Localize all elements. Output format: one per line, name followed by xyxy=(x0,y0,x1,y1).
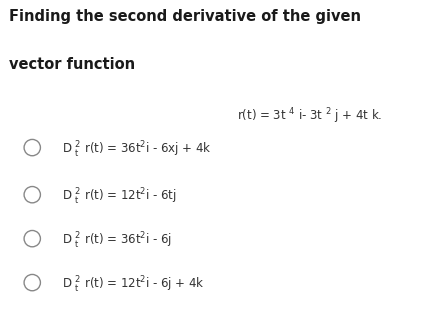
Text: D $\mathregular{^2_t}$ r(t) = 12t$\mathregular{^2}$i - 6j + 4k: D $\mathregular{^2_t}$ r(t) = 12t$\mathr… xyxy=(62,275,205,295)
Text: D $\mathregular{^2_t}$ r(t) = 12t$\mathregular{^2}$i - 6tj: D $\mathregular{^2_t}$ r(t) = 12t$\mathr… xyxy=(62,187,177,207)
Ellipse shape xyxy=(24,274,40,291)
Text: Finding the second derivative of the given: Finding the second derivative of the giv… xyxy=(9,9,361,24)
Ellipse shape xyxy=(24,139,40,156)
Text: vector function: vector function xyxy=(9,57,135,72)
Text: D $\mathregular{^2_t}$ r(t) = 36t$\mathregular{^2}$i - 6xj + 4k: D $\mathregular{^2_t}$ r(t) = 36t$\mathr… xyxy=(62,140,212,160)
Ellipse shape xyxy=(24,230,40,247)
Text: r(t) = 3t $\mathregular{^4}$ i- 3t $\mathregular{^2}$ j + 4t k.: r(t) = 3t $\mathregular{^4}$ i- 3t $\mat… xyxy=(237,107,382,126)
Ellipse shape xyxy=(24,187,40,203)
Text: D $\mathregular{^2_t}$ r(t) = 36t$\mathregular{^2}$i - 6j: D $\mathregular{^2_t}$ r(t) = 36t$\mathr… xyxy=(62,231,172,251)
